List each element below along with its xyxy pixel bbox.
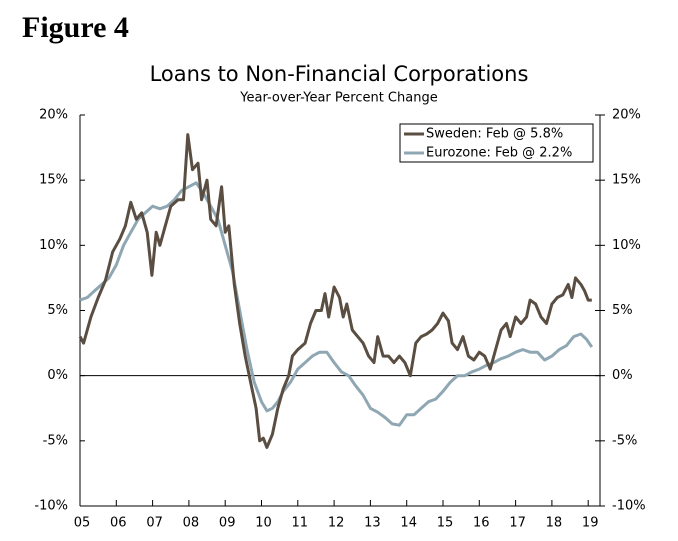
x-tick-label: 19 [582,516,599,531]
x-tick-label: 06 [110,516,127,531]
legend-label: Eurozone: Feb @ 2.2% [426,146,572,161]
series-line [79,181,594,427]
y-tick-label: 5% [47,303,68,318]
y2-tick-label: -10% [612,499,646,514]
legend-box [399,123,594,163]
y2-tick-label: -5% [612,433,637,448]
x-tick-label: 13 [364,516,381,531]
y-tick-label: -5% [43,433,68,448]
chart-title: Loans to Non-Financial Corporations [150,62,529,86]
y2-tick-label: 0% [612,368,633,383]
y2-tick-label: 15% [612,173,641,188]
x-tick-label: 16 [473,516,490,531]
series-line [78,133,592,449]
y-tick-label: 0% [47,368,68,383]
y2-tick-label: 5% [612,303,633,318]
x-tick-label: 17 [509,516,526,531]
figure-label: Figure 4 [22,11,129,44]
y-tick-label: 15% [39,173,68,188]
x-tick-label: 12 [328,516,345,531]
y2-tick-label: 10% [612,238,641,253]
x-tick-label: 15 [437,516,454,531]
legend-label: Sweden: Feb @ 5.8% [426,127,563,142]
x-tick-label: 18 [546,516,563,531]
y-tick-label: 10% [39,238,68,253]
y2-tick-label: 20% [612,108,641,123]
x-tick-label: 10 [255,516,272,531]
x-tick-label: 05 [74,516,91,531]
x-tick-label: 11 [292,516,309,531]
y-tick-label: -10% [34,499,68,514]
x-tick-label: 08 [183,516,200,531]
x-tick-label: 14 [400,516,417,531]
y-tick-label: 20% [39,108,68,123]
chart-subtitle: Year-over-Year Percent Change [239,91,437,106]
x-tick-label: 07 [146,516,163,531]
x-tick-label: 09 [219,516,236,531]
